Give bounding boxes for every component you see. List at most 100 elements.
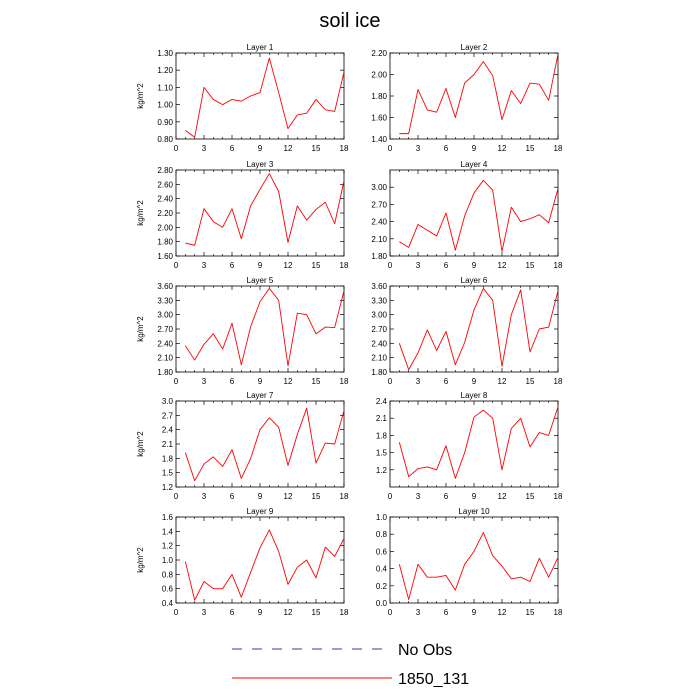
x-tick-label: 6 xyxy=(444,608,449,617)
series-line-1850_131 xyxy=(185,57,345,138)
y-tick-label: 0.90 xyxy=(157,118,173,127)
y-axis-label: kg/m^2 xyxy=(136,83,145,109)
y-tick-label: 1.8 xyxy=(162,454,174,463)
x-tick-label: 3 xyxy=(202,492,207,501)
x-tick-label: 18 xyxy=(554,377,563,386)
x-tick-label: 0 xyxy=(388,492,393,501)
panel-title: Layer 5 xyxy=(247,276,274,285)
y-tick-label: 2.7 xyxy=(162,411,174,420)
x-tick-label: 18 xyxy=(554,492,563,501)
x-tick-label: 6 xyxy=(444,377,449,386)
y-tick-label: 0.6 xyxy=(162,585,174,594)
x-tick-label: 12 xyxy=(284,492,293,501)
y-tick-label: 2.10 xyxy=(371,235,387,244)
y-tick-label: 1.60 xyxy=(157,252,173,261)
plot-frame xyxy=(175,516,345,604)
y-tick-label: 1.80 xyxy=(157,238,173,247)
x-tick-label: 9 xyxy=(258,144,263,153)
panel-title: Layer 8 xyxy=(461,391,488,400)
panel-title: Layer 1 xyxy=(247,43,274,52)
series-line-1850_131 xyxy=(185,173,345,246)
y-tick-label: 2.40 xyxy=(157,195,173,204)
x-tick-label: 15 xyxy=(312,492,321,501)
y-tick-label: 0.6 xyxy=(376,547,388,556)
y-tick-label: 2.40 xyxy=(371,218,387,227)
y-tick-label: 1.0 xyxy=(162,556,174,565)
y-tick-label: 2.70 xyxy=(371,325,387,334)
plot-frame xyxy=(175,285,345,373)
x-tick-label: 9 xyxy=(472,608,477,617)
y-tick-label: 1.0 xyxy=(376,513,388,522)
x-tick-label: 18 xyxy=(340,608,349,617)
plot-frame xyxy=(175,169,345,257)
plot-frame xyxy=(175,400,345,488)
x-tick-label: 3 xyxy=(202,377,207,386)
x-tick-label: 9 xyxy=(472,261,477,270)
x-tick-label: 0 xyxy=(388,377,393,386)
y-tick-label: 2.10 xyxy=(371,354,387,363)
x-tick-label: 12 xyxy=(284,608,293,617)
y-tick-label: 2.20 xyxy=(157,209,173,218)
y-axis-label: kg/m^2 xyxy=(136,316,145,342)
y-tick-label: 1.4 xyxy=(162,527,174,536)
plot-frame xyxy=(389,169,559,257)
y-tick-label: 3.30 xyxy=(157,296,173,305)
y-tick-label: 2.80 xyxy=(157,166,173,175)
y-tick-label: 2.40 xyxy=(157,339,173,348)
panel-layer-8: Layer 8 0 3 6 9 12 15 18 1.2 1.5 1.8 2.1 2.4 xyxy=(376,391,563,501)
plot-frame xyxy=(389,400,559,488)
x-tick-label: 15 xyxy=(312,144,321,153)
x-tick-label: 9 xyxy=(258,261,263,270)
x-tick-label: 6 xyxy=(230,144,235,153)
y-tick-label: 1.5 xyxy=(376,449,388,458)
x-tick-label: 15 xyxy=(526,377,535,386)
x-tick-label: 15 xyxy=(526,492,535,501)
series-line-1850_131 xyxy=(399,53,559,135)
plot-frame xyxy=(175,52,345,140)
x-tick-label: 6 xyxy=(230,261,235,270)
y-tick-label: 1.2 xyxy=(376,466,388,475)
panel-layer-10: Layer 10 0 3 6 9 12 15 18 0.0 0.2 0.4 0.6 0.8 1.0 xyxy=(376,507,563,617)
y-tick-label: 2.00 xyxy=(157,223,173,232)
y-tick-label: 2.4 xyxy=(162,426,174,435)
series-line-1850_131 xyxy=(398,406,559,479)
x-tick-label: 3 xyxy=(202,144,207,153)
y-tick-label: 3.00 xyxy=(157,311,173,320)
x-tick-label: 0 xyxy=(174,261,179,270)
panel-title: Layer 3 xyxy=(247,160,274,169)
x-tick-label: 6 xyxy=(444,144,449,153)
panel-layer-9: Layer 9 0 3 6 9 12 15 18 0.4 0.6 0.8 1.0 1.2 1.4 1.6 kg… xyxy=(136,507,349,617)
y-tick-label: 3.00 xyxy=(371,183,387,192)
y-tick-label: 3.60 xyxy=(157,282,173,291)
y-tick-label: 0.4 xyxy=(162,599,174,608)
y-tick-label: 1.2 xyxy=(162,542,174,551)
series-line-1850_131 xyxy=(398,287,559,371)
x-tick-label: 3 xyxy=(416,144,421,153)
plot-frame xyxy=(389,285,559,373)
y-tick-label: 2.60 xyxy=(157,180,173,189)
x-tick-label: 0 xyxy=(174,377,179,386)
x-tick-label: 9 xyxy=(472,144,477,153)
y-tick-label: 1.00 xyxy=(157,101,173,110)
x-tick-label: 0 xyxy=(174,608,179,617)
y-tick-label: 1.40 xyxy=(371,135,387,144)
y-tick-label: 2.10 xyxy=(157,354,173,363)
y-tick-label: 1.30 xyxy=(157,49,173,58)
panel-layer-4: Layer 4 0 3 6 9 12 15 18 1.80 2.10 2.40 2.70 3.00 xyxy=(371,160,563,270)
x-tick-label: 6 xyxy=(444,492,449,501)
x-tick-label: 9 xyxy=(472,377,477,386)
y-tick-label: 1.80 xyxy=(371,92,387,101)
panel-layer-7: Layer 7 0 3 6 9 12 15 18 1.2 1.5 1.8 2.1 2.4 2.7 3.0 kg… xyxy=(136,391,349,501)
y-axis-label: kg/m^2 xyxy=(136,200,145,226)
x-tick-label: 12 xyxy=(284,377,293,386)
x-tick-label: 9 xyxy=(258,492,263,501)
series-line-1850_131 xyxy=(184,407,345,482)
y-tick-label: 1.10 xyxy=(157,83,173,92)
x-tick-label: 6 xyxy=(230,608,235,617)
y-tick-label: 0.0 xyxy=(376,599,388,608)
figure-title: soil ice xyxy=(319,10,380,32)
y-tick-label: 0.80 xyxy=(157,135,173,144)
plot-frame xyxy=(389,516,559,604)
x-tick-label: 15 xyxy=(526,261,535,270)
x-tick-label: 3 xyxy=(416,261,421,270)
